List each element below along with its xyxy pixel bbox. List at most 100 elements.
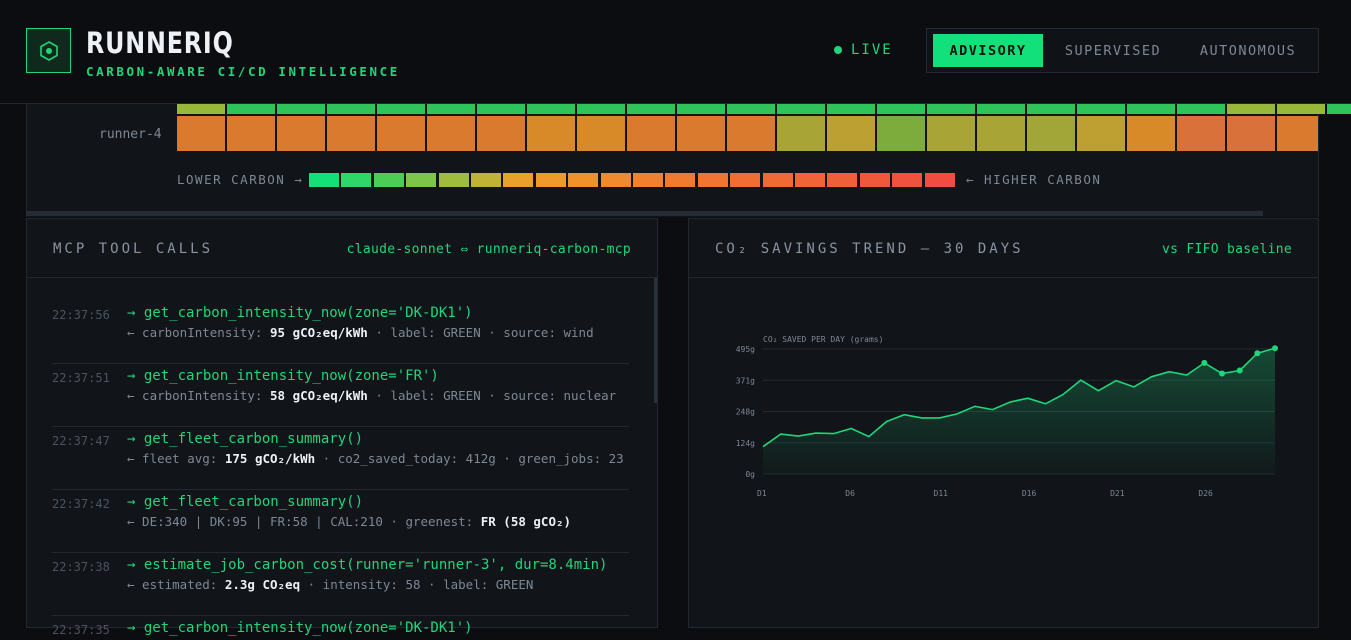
heatmap-cell-runner-4[interactable] (627, 116, 675, 151)
divider (689, 277, 1318, 278)
heatmap-cell-runner-4[interactable] (427, 116, 475, 151)
tool-call-row[interactable]: 22:37:42 → get_fleet_carbon_summary() ← DE… (52, 490, 629, 553)
logo (26, 28, 71, 73)
heatmap-cell[interactable] (1227, 104, 1275, 114)
heatmap-cell[interactable] (1027, 104, 1075, 114)
mode-autonomous-button[interactable]: AUTONOMOUS (1199, 42, 1297, 59)
chart-title: CO₂ SAVED PER DAY (grams) (763, 335, 883, 344)
heatmap-cell[interactable] (777, 104, 825, 114)
heatmap-cell[interactable] (677, 104, 725, 114)
call-function: → get_fleet_carbon_summary() (127, 494, 364, 510)
heatmap-cell-runner-4[interactable] (877, 116, 925, 151)
call-timestamp: 22:37:47 (52, 434, 110, 448)
mcp-tool-calls-panel: MCP TOOL CALLS claude-sonnet ⇔ runneriq-… (26, 218, 658, 628)
heatmap-cell[interactable] (1127, 104, 1175, 114)
legend-swatch (568, 173, 599, 187)
legend-swatch (406, 173, 437, 187)
heatmap-cell-runner-4[interactable] (327, 116, 375, 151)
x-tick-label: D11 (934, 489, 949, 498)
call-result-value: 2.3g CO₂eq (224, 577, 301, 592)
heatmap-cell[interactable] (1077, 104, 1125, 114)
heatmap-cell[interactable] (327, 104, 375, 114)
heatmap-cell-runner-4[interactable] (727, 116, 775, 151)
y-tick-label: 124g (736, 439, 755, 448)
legend-swatch (471, 173, 501, 187)
heatmap-row-label: runner-4 (99, 127, 162, 142)
tool-call-row[interactable]: 22:37:56 → get_carbon_intensity_now(zone=… (52, 301, 629, 364)
heatmap-cell[interactable] (827, 104, 875, 114)
calls-scrollbar[interactable] (654, 278, 657, 403)
heatmap-cell-runner-4[interactable] (477, 116, 525, 151)
heatmap-cell-runner-4[interactable] (1027, 116, 1075, 151)
legend-swatch (438, 173, 469, 187)
heatmap-cell[interactable] (977, 104, 1025, 114)
heatmap-cell[interactable] (727, 104, 775, 114)
heatmap-cell-runner-4[interactable] (777, 116, 825, 151)
heatmap-cell[interactable] (1327, 104, 1351, 114)
mode-switcher: ADVISORY SUPERVISED AUTONOMOUS (926, 28, 1319, 73)
call-timestamp: 22:37:42 (52, 497, 110, 511)
heatmap-cell[interactable] (577, 104, 625, 114)
heatmap-cell[interactable] (927, 104, 975, 114)
tool-call-row[interactable]: 22:37:35 → get_carbon_intensity_now(zone=… (52, 616, 629, 640)
heatmap-cell-runner-4[interactable] (277, 116, 325, 151)
heatmap-cell-runner-4[interactable] (1227, 116, 1275, 151)
call-result-value: 58 gCO₂eq/kWh (270, 388, 368, 403)
heatmap-cell-runner-4[interactable] (927, 116, 975, 151)
legend-swatch (795, 173, 825, 187)
call-timestamp: 22:37:35 (52, 623, 110, 637)
heatmap-cell[interactable] (277, 104, 325, 114)
brand-tagline: CARBON-AWARE CI/CD INTELLIGENCE (86, 64, 400, 79)
legend-swatch (762, 173, 793, 187)
heatmap-cell-runner-4[interactable] (1077, 116, 1125, 151)
legend-swatch (892, 173, 923, 187)
heatmap-cell[interactable] (627, 104, 675, 114)
call-timestamp: 22:37:38 (52, 560, 110, 574)
y-tick-label: 0g (745, 470, 755, 479)
call-function: → get_carbon_intensity_now(zone='DK-DK1'… (127, 620, 473, 636)
heatmap-cell-runner-4[interactable] (377, 116, 425, 151)
heatmap-cell[interactable] (1277, 104, 1325, 114)
call-result: ← carbonIntensity: 58 gCO₂eq/kWh · label… (127, 388, 617, 403)
heatmap-cell-runner-4[interactable] (527, 116, 575, 151)
x-tick-label: D26 (1198, 489, 1213, 498)
heatmap-cell-runner-4[interactable] (577, 116, 625, 151)
heatmap-scrollbar[interactable] (26, 211, 1263, 216)
heatmap-cell-runner-4[interactable] (677, 116, 725, 151)
heatmap-cell-runner-4[interactable] (1177, 116, 1225, 151)
legend-swatch (373, 173, 404, 187)
heatmap-cell-runner-4[interactable] (977, 116, 1025, 151)
heatmap-cell[interactable] (477, 104, 525, 114)
co2-trend-chart: CO₂ SAVED PER DAY (grams) 0g 124g 248g 371g 4… (736, 335, 1278, 498)
tool-call-row[interactable]: 22:37:51 → get_carbon_intensity_now(zone=… (52, 364, 629, 427)
divider (27, 277, 657, 278)
heatmap-cell[interactable] (527, 104, 575, 114)
call-timestamp: 22:37:51 (52, 371, 110, 385)
call-result: ← fleet avg: 175 gCO₂/kWh · co2_saved_to… (127, 451, 624, 466)
heatmap-cell[interactable] (427, 104, 475, 114)
heatmap-cell[interactable] (227, 104, 275, 114)
tool-call-row[interactable]: 22:37:47 → get_fleet_carbon_summary() ← fl… (52, 427, 629, 490)
live-label: LIVE (851, 42, 893, 58)
heatmap-cell[interactable] (377, 104, 425, 114)
heatmap-cell-runner-4[interactable] (177, 116, 225, 151)
heatmap-cell[interactable] (1177, 104, 1225, 114)
heatmap-cell-runner-4[interactable] (1277, 116, 1318, 151)
app-header: RUNNERIQ CARBON-AWARE CI/CD INTELLIGENCE… (0, 0, 1351, 104)
legend-swatch (859, 173, 890, 187)
mode-supervised-button[interactable]: SUPERVISED (1064, 42, 1162, 59)
call-function: → get_carbon_intensity_now(zone='DK-DK1'… (127, 305, 473, 321)
heatmap-cell-runner-4[interactable] (227, 116, 275, 151)
legend-swatch (535, 173, 566, 187)
legend-swatch (600, 173, 631, 187)
heatmap-cell-runner-4[interactable] (827, 116, 875, 151)
heatmap-cell[interactable] (177, 104, 225, 114)
heatmap-cell-runner-4[interactable] (1127, 116, 1175, 151)
legend-swatch (827, 173, 858, 187)
call-function: → estimate_job_carbon_cost(runner='runne… (127, 557, 608, 573)
mode-advisory-button[interactable]: ADVISORY (933, 34, 1043, 67)
tool-call-row[interactable]: 22:37:38 → estimate_job_carbon_cost(runne… (52, 553, 629, 616)
x-tick-label: D21 (1110, 489, 1125, 498)
data-point (1236, 367, 1243, 374)
heatmap-cell[interactable] (877, 104, 925, 114)
